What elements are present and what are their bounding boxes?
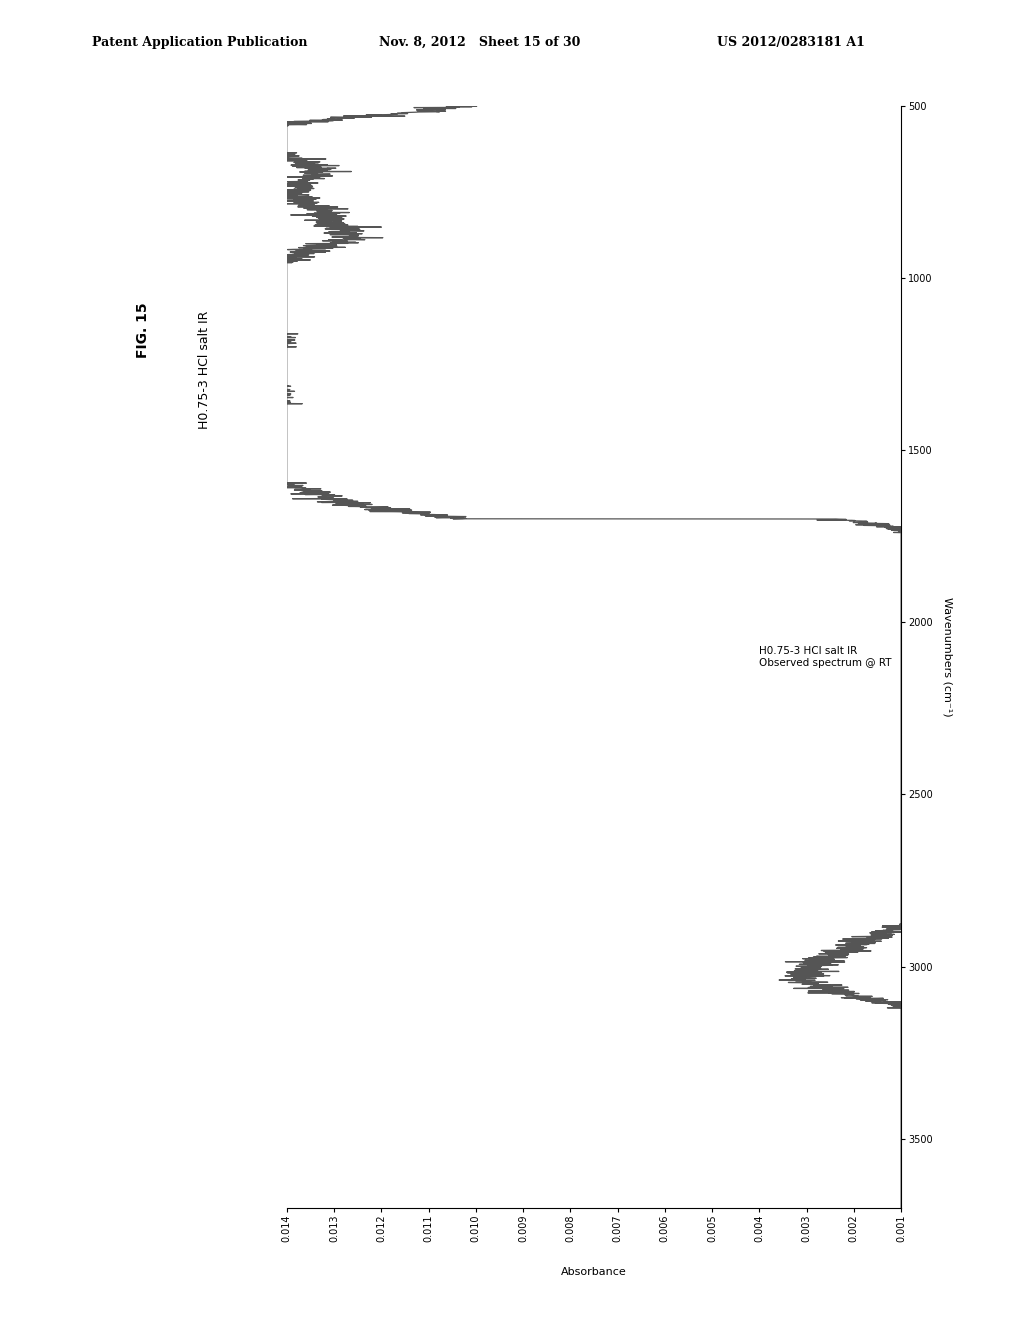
Text: US 2012/0283181 A1: US 2012/0283181 A1 xyxy=(717,36,864,49)
Text: H0.75-3 HCl salt IR: H0.75-3 HCl salt IR xyxy=(199,310,211,429)
X-axis label: Absorbance: Absorbance xyxy=(561,1267,627,1278)
Text: FIG. 15: FIG. 15 xyxy=(136,302,151,358)
Text: H0.75-3 HCl salt IR
Observed spectrum @ RT: H0.75-3 HCl salt IR Observed spectrum @ … xyxy=(760,645,892,668)
Text: Patent Application Publication: Patent Application Publication xyxy=(92,36,307,49)
Y-axis label: Wavenumbers (cm⁻¹): Wavenumbers (cm⁻¹) xyxy=(942,597,952,717)
Text: Nov. 8, 2012   Sheet 15 of 30: Nov. 8, 2012 Sheet 15 of 30 xyxy=(379,36,581,49)
